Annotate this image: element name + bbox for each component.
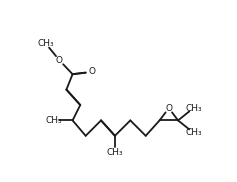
Text: O: O [88,67,95,76]
Text: O: O [165,104,172,113]
Text: O: O [56,56,63,65]
Text: CH₃: CH₃ [185,104,202,113]
Text: CH₃: CH₃ [37,39,54,48]
Text: CH₃: CH₃ [45,116,62,125]
Text: CH₃: CH₃ [107,148,123,157]
Text: CH₃: CH₃ [185,128,202,137]
